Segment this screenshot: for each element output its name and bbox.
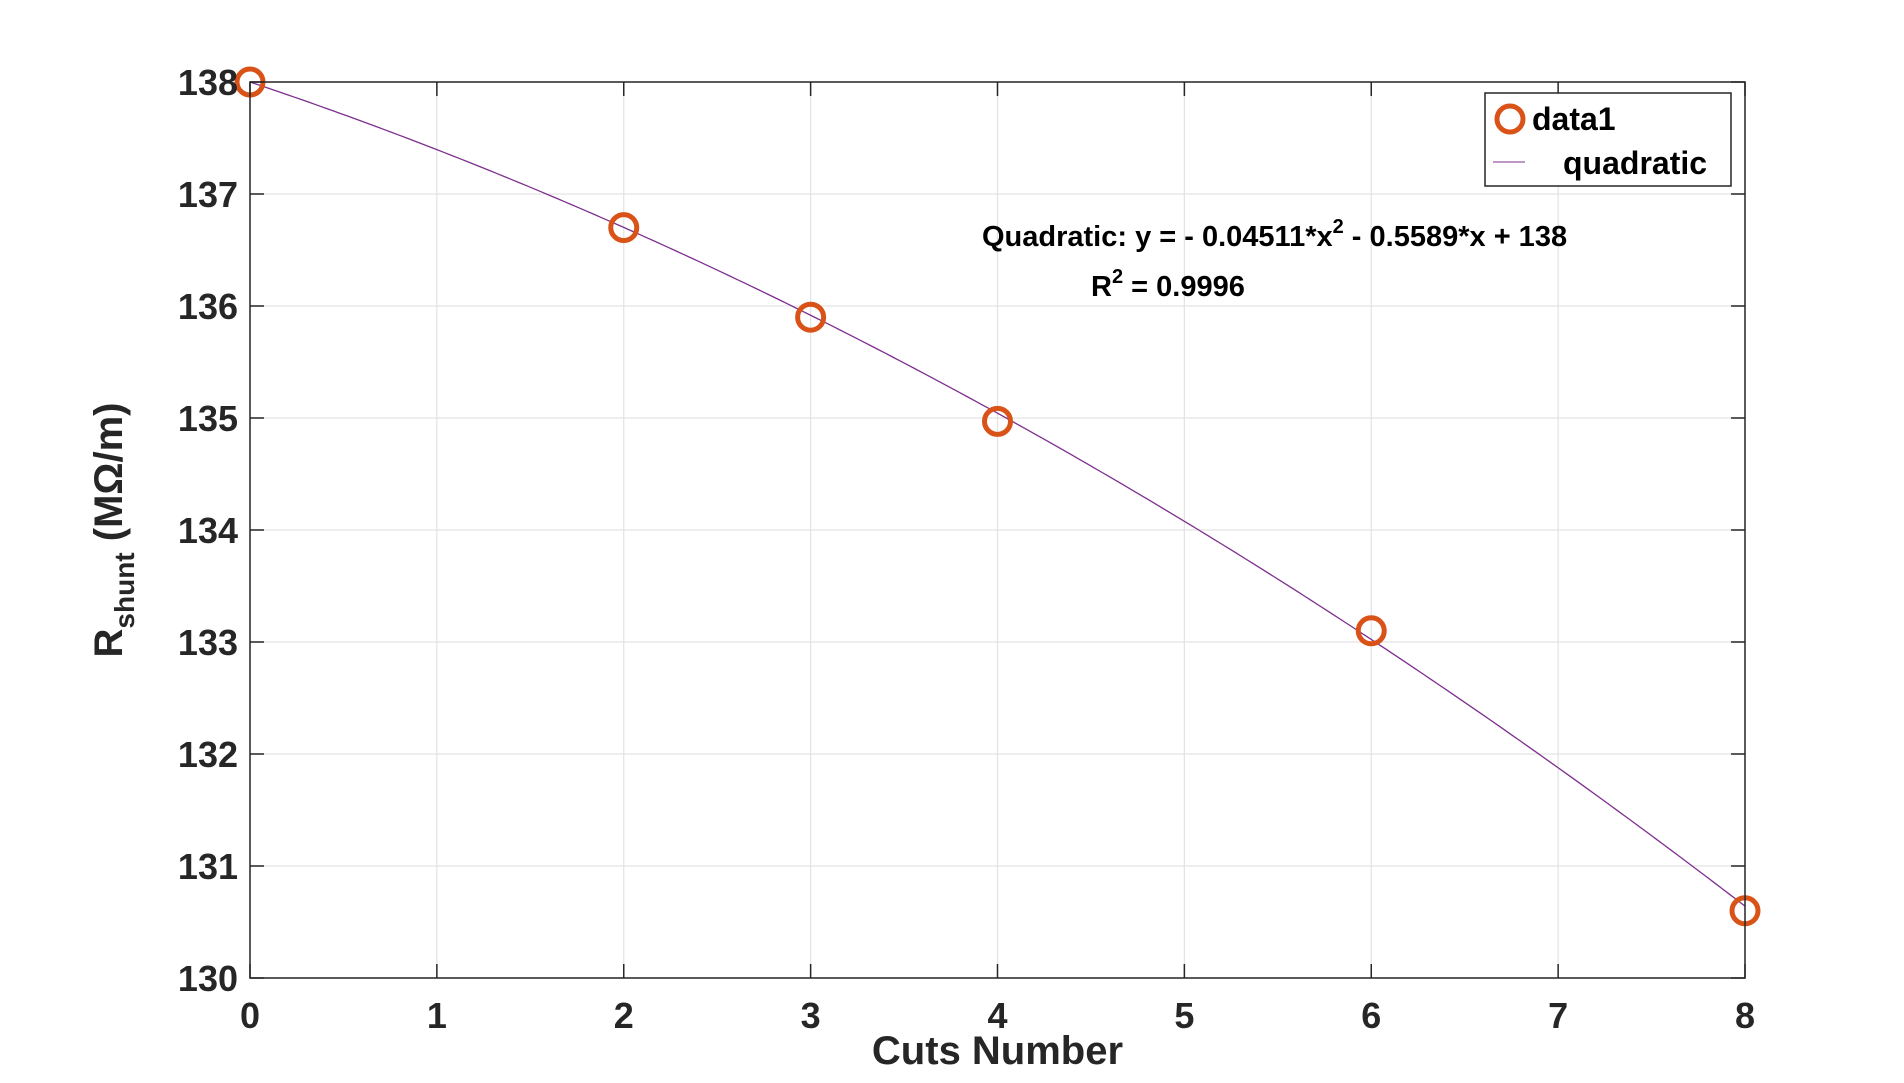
fit-r-squared-prefix: R [1091, 271, 1112, 303]
legend-label-data1: data1 [1532, 101, 1616, 137]
x-tick-label: 3 [801, 995, 821, 1036]
y-tick-label: 131 [178, 846, 238, 887]
legend-label-quadratic: quadratic [1563, 145, 1707, 181]
fit-curve-quadratic [249, 81, 1746, 907]
x-tick-label: 4 [987, 995, 1007, 1036]
x-axis-title: Cuts Number [872, 1029, 1123, 1073]
x-tick-label: 8 [1735, 995, 1755, 1036]
y-axis-title-unit: (MΩ/m) [87, 403, 131, 553]
x-tick-label: 5 [1174, 995, 1194, 1036]
tick-labels: 0 1 2 3 4 5 6 7 8 130 131 132 133 134 135 136 137 138 [178, 62, 1755, 1036]
fit-equation-exponent: 2 [1333, 216, 1344, 238]
y-tick-label: 132 [178, 734, 238, 775]
fit-equation: Quadratic: y = - 0.04511*x2 - 0.5589*x +… [982, 216, 1567, 253]
y-tick-label: 130 [178, 958, 238, 999]
fit-r-squared-suffix: = 0.9996 [1123, 271, 1245, 303]
data-point [795, 301, 827, 333]
data-point [608, 212, 640, 244]
y-tick-label: 135 [178, 398, 238, 439]
y-tick-label: 133 [178, 622, 238, 663]
x-tick-label: 2 [614, 995, 634, 1036]
legend-box [1484, 92, 1732, 187]
data-point [1355, 615, 1387, 647]
fit-r-squared-exponent: 2 [1112, 266, 1123, 288]
data-point [982, 405, 1013, 437]
fit-annotation: Quadratic: y = - 0.04511*x2 - 0.5589*x +… [982, 216, 1567, 303]
y-axis-title-sub: shunt [109, 552, 140, 628]
legend-marker-data1 [1494, 103, 1526, 135]
fit-r-squared: R2 = 0.9996 [1091, 266, 1245, 303]
x-tick-label: 6 [1361, 995, 1381, 1036]
x-tick-label: 1 [427, 995, 447, 1036]
ticks [249, 81, 1746, 979]
fit-equation-suffix: - 0.5589*x + 138 [1344, 221, 1567, 253]
y-tick-label: 137 [178, 174, 238, 215]
y-tick-label: 134 [178, 510, 238, 551]
y-tick-label: 138 [178, 62, 238, 103]
y-axis-title-main: R [87, 628, 131, 657]
x-tick-label: 7 [1548, 995, 1568, 1036]
y-tick-label: 136 [178, 286, 238, 327]
legend: data1 quadratic [1484, 92, 1732, 187]
x-tick-label: 0 [240, 995, 260, 1036]
y-axis-title: Rshunt (MΩ/m) [87, 403, 140, 658]
fit-equation-prefix: Quadratic: y = - 0.04511*x [982, 221, 1333, 253]
